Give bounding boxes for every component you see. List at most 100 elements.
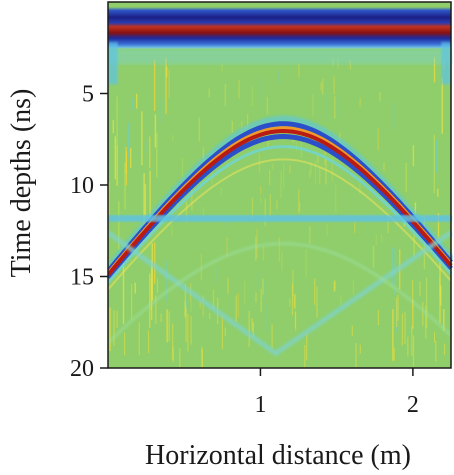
noise-streak bbox=[268, 169, 271, 185]
noise-streak bbox=[179, 348, 181, 368]
noise-streak bbox=[412, 335, 415, 367]
noise-streak bbox=[220, 187, 222, 196]
noise-streak bbox=[266, 97, 269, 115]
noise-streak bbox=[280, 170, 282, 198]
noise-streak bbox=[333, 76, 335, 95]
noise-streak bbox=[440, 285, 442, 306]
noise-streak bbox=[413, 229, 415, 257]
noise-streak bbox=[269, 194, 272, 217]
noise-streak bbox=[319, 167, 321, 185]
noise-streak bbox=[260, 289, 262, 312]
noise-streak bbox=[352, 280, 354, 295]
noise-streak bbox=[226, 237, 228, 257]
noise-streak bbox=[372, 245, 375, 269]
noise-streak bbox=[202, 147, 205, 161]
noise-streak bbox=[375, 234, 377, 246]
noise-streak bbox=[124, 332, 126, 356]
noise-streak bbox=[437, 188, 439, 197]
noise-streak bbox=[335, 184, 337, 213]
x-axis-title: Horizontal distance (m) bbox=[145, 440, 411, 471]
noise-streak bbox=[168, 69, 170, 99]
noise-streak bbox=[155, 295, 157, 325]
noise-streak bbox=[298, 189, 300, 214]
inner-arc bbox=[108, 242, 453, 344]
noise-streak bbox=[294, 312, 296, 329]
noise-streak bbox=[160, 313, 162, 323]
y-axis: 5 10 15 20 bbox=[70, 82, 108, 382]
y-tick-label: 20 bbox=[70, 356, 94, 382]
noise-streak bbox=[298, 202, 301, 212]
noise-streak bbox=[154, 114, 157, 148]
noise-streak bbox=[255, 236, 257, 261]
noise-streak bbox=[411, 326, 413, 356]
noise-streak bbox=[185, 307, 187, 342]
noise-streak bbox=[404, 311, 406, 345]
noise-streak bbox=[309, 226, 311, 244]
noise-streak bbox=[262, 246, 265, 261]
noise-streak bbox=[272, 163, 274, 170]
noise-streak bbox=[156, 278, 159, 293]
noise-streak bbox=[235, 295, 237, 322]
y-tick-label: 15 bbox=[70, 265, 94, 291]
noise-streak bbox=[224, 327, 226, 337]
noise-streak bbox=[251, 318, 253, 332]
noise-streak bbox=[300, 132, 302, 158]
noise-streak bbox=[116, 145, 118, 186]
noise-streak bbox=[198, 117, 200, 142]
noise-streak bbox=[251, 86, 254, 107]
noise-streak bbox=[147, 330, 150, 354]
noise-streak bbox=[215, 266, 217, 284]
noise-streak bbox=[109, 307, 111, 351]
noise-streak bbox=[391, 247, 393, 285]
noise-streak bbox=[310, 162, 312, 175]
noise-streak bbox=[187, 313, 189, 352]
noise-streak bbox=[326, 224, 328, 236]
noise-streak bbox=[237, 293, 239, 318]
noise-streak bbox=[150, 277, 152, 310]
noise-streak bbox=[317, 155, 319, 164]
noise-streak bbox=[127, 122, 129, 159]
noise-streak bbox=[132, 98, 134, 110]
noise-streak bbox=[221, 63, 223, 72]
noise-streak bbox=[435, 340, 437, 362]
noise-streak bbox=[381, 234, 383, 243]
noise-streak bbox=[314, 159, 317, 184]
noise-streak bbox=[340, 295, 342, 306]
noise-streak bbox=[158, 99, 161, 123]
noise-streak bbox=[294, 293, 296, 310]
lower-v-multiple bbox=[108, 230, 453, 357]
noise-streak bbox=[224, 83, 226, 107]
noise-streak bbox=[200, 253, 203, 280]
noise-streak bbox=[141, 111, 143, 166]
noise-streak bbox=[396, 297, 398, 327]
noise-streak bbox=[136, 93, 138, 109]
noise-streak bbox=[276, 200, 278, 210]
noise-streak bbox=[171, 134, 174, 142]
edge-artifact-left bbox=[108, 42, 118, 85]
noise-streak bbox=[393, 347, 395, 362]
noise-streak bbox=[172, 323, 174, 360]
noise-streak bbox=[118, 201, 120, 250]
noise-streak bbox=[397, 295, 399, 321]
noise-streak bbox=[405, 163, 407, 192]
noise-streak bbox=[112, 119, 114, 134]
noise-streak bbox=[443, 308, 445, 331]
hyperbola-blue-lower bbox=[108, 133, 453, 280]
noise-streak bbox=[401, 313, 403, 346]
noise-streak bbox=[334, 281, 336, 291]
noise-streak bbox=[383, 162, 385, 171]
plot-area bbox=[108, 2, 453, 368]
noise-streak bbox=[168, 311, 170, 342]
noise-streak bbox=[246, 114, 249, 130]
noise-streak bbox=[252, 322, 254, 338]
noise-streak bbox=[271, 324, 273, 348]
noise-streak bbox=[226, 218, 228, 227]
noise-streak bbox=[190, 300, 192, 312]
horizontal-reflector bbox=[108, 214, 451, 222]
noise-streak bbox=[437, 213, 440, 239]
noise-streak bbox=[255, 292, 257, 303]
noise-streak bbox=[116, 310, 118, 328]
noise-streak bbox=[171, 225, 173, 237]
noise-streak bbox=[153, 60, 156, 111]
